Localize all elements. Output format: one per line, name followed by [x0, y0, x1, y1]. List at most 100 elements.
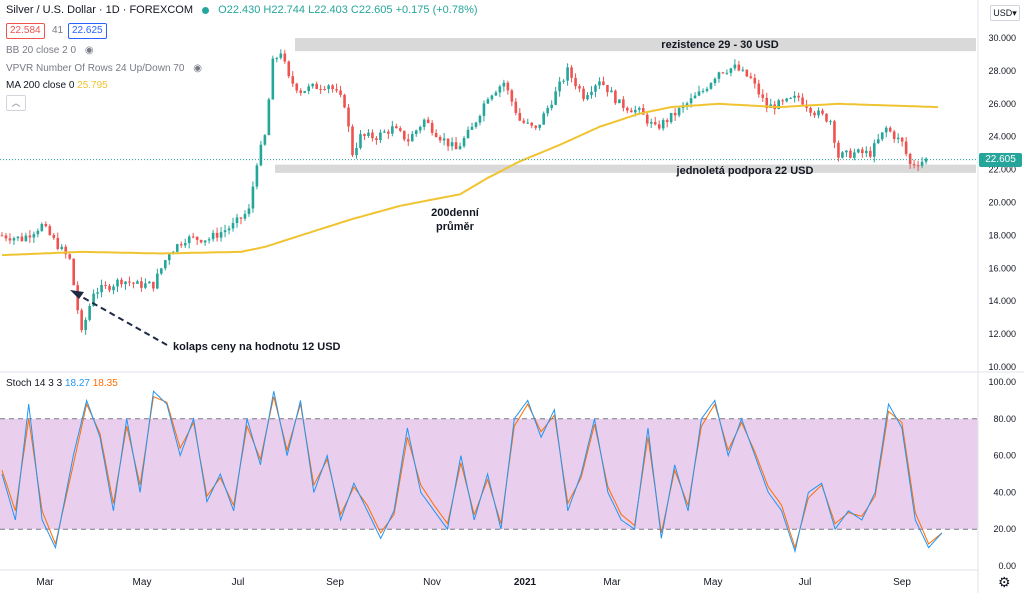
candle-body — [247, 208, 251, 214]
candle-body — [0, 235, 4, 237]
candle-body — [841, 152, 844, 158]
candle-body — [136, 281, 139, 284]
candle-body — [861, 149, 864, 154]
candle-body — [534, 125, 538, 128]
candle-body — [383, 131, 386, 133]
stoch-d-value: 18.35 — [92, 378, 118, 389]
candle-body — [470, 126, 474, 130]
candle-body — [327, 85, 330, 90]
candle-body — [478, 115, 482, 123]
candle-body — [8, 238, 12, 241]
candle-body — [331, 85, 334, 90]
candle-body — [546, 107, 549, 114]
bid-badge[interactable]: 22.584 — [6, 23, 45, 39]
price-tick-label: 28.000 — [988, 66, 1016, 76]
candle-body — [630, 110, 633, 113]
candle-body — [164, 260, 167, 269]
stoch-legend[interactable]: Stoch 14 3 3 18.27 18.35 — [6, 378, 118, 389]
candle-body — [402, 130, 406, 140]
ask-badge[interactable]: 22.625 — [68, 23, 107, 39]
candle-body — [359, 134, 362, 148]
candle-body — [450, 142, 454, 147]
stoch-k-value: 18.27 — [64, 378, 90, 389]
candle-body — [303, 91, 307, 93]
candle-body — [387, 131, 390, 134]
candle-body — [211, 232, 215, 240]
candle-body — [777, 100, 780, 110]
low-value: L22.403 — [308, 4, 348, 16]
collapse-label: kolaps ceny na hodnotu 12 USD — [173, 341, 341, 353]
candle-body — [865, 150, 868, 154]
candle-body — [418, 126, 422, 131]
candle-body — [319, 88, 322, 90]
candle-body — [649, 122, 653, 124]
bb-indicator[interactable]: BB 20 close 2 0 ◉ — [6, 45, 94, 56]
candle-body — [291, 76, 295, 84]
stochastic-pane — [0, 390, 978, 554]
candle-body — [761, 94, 765, 98]
candle-body — [175, 244, 179, 252]
ma-indicator[interactable]: MA 200 close 0 25.795 — [6, 80, 108, 91]
candle-body — [179, 244, 183, 246]
candle-body — [219, 232, 223, 238]
candle-body — [793, 95, 796, 98]
candle-body — [223, 230, 227, 233]
candle-body — [634, 109, 637, 113]
candle-body — [705, 88, 709, 91]
collapse-arrowhead — [70, 290, 84, 299]
candle-body — [207, 239, 211, 241]
gear-icon[interactable]: ⚙ — [998, 574, 1011, 590]
candle-body — [669, 112, 673, 123]
candle-body — [578, 86, 581, 89]
price-tick-label: 24.000 — [988, 132, 1016, 142]
vpvr-indicator[interactable]: VPVR Number Of Rows 24 Up/Down 70 ◉ — [6, 63, 202, 74]
candle-body — [757, 83, 761, 95]
candle-body — [574, 77, 577, 87]
candle-body — [40, 224, 44, 231]
price-tick-label: 18.000 — [988, 230, 1016, 240]
time-tick-label: Sep — [326, 577, 344, 588]
currency-select[interactable]: USD▾ — [990, 5, 1020, 21]
candle-body — [538, 124, 542, 128]
candle-body — [48, 226, 52, 235]
candle-body — [355, 147, 358, 156]
candle-body — [697, 91, 701, 96]
stoch-tick-label: 80.00 — [993, 414, 1016, 424]
candle-body — [869, 150, 872, 157]
candle-body — [255, 165, 259, 187]
eye-icon[interactable]: ◉ — [193, 63, 202, 74]
candle-body — [486, 99, 490, 104]
candle-body — [379, 132, 382, 141]
candle-body — [20, 236, 24, 242]
candle-body — [888, 127, 892, 132]
time-tick-label: 2021 — [514, 577, 537, 588]
candle-body — [518, 112, 522, 121]
candle-body — [737, 64, 741, 71]
candle-body — [813, 112, 816, 116]
candle-body — [884, 127, 888, 133]
candle-body — [582, 88, 585, 100]
candle-body — [311, 83, 314, 87]
collapse-legend-button[interactable]: ︿ — [6, 95, 26, 111]
candle-body — [462, 138, 466, 147]
symbol-title[interactable]: Silver / U.S. Dollar · 1D · FOREXCOM — [6, 4, 194, 16]
candle-body — [24, 235, 28, 242]
candle-body — [84, 319, 87, 331]
close-value: C22.605 — [350, 4, 393, 16]
candle-body — [502, 82, 506, 87]
eye-icon[interactable]: ◉ — [84, 45, 94, 56]
candle-body — [749, 76, 753, 78]
candle-body — [466, 129, 470, 139]
candle-body — [64, 246, 68, 255]
candle-body — [148, 281, 151, 284]
time-tick-label: Jul — [799, 577, 812, 588]
stoch-label: Stoch 14 3 3 — [6, 378, 63, 389]
ma-label: MA 200 close 0 — [6, 80, 75, 91]
open-value: O22.430 — [218, 4, 261, 16]
candle-body — [833, 121, 836, 143]
candle-body — [100, 284, 103, 293]
candle-body — [231, 222, 235, 229]
candle-body — [741, 69, 745, 71]
candle-body — [299, 90, 303, 93]
